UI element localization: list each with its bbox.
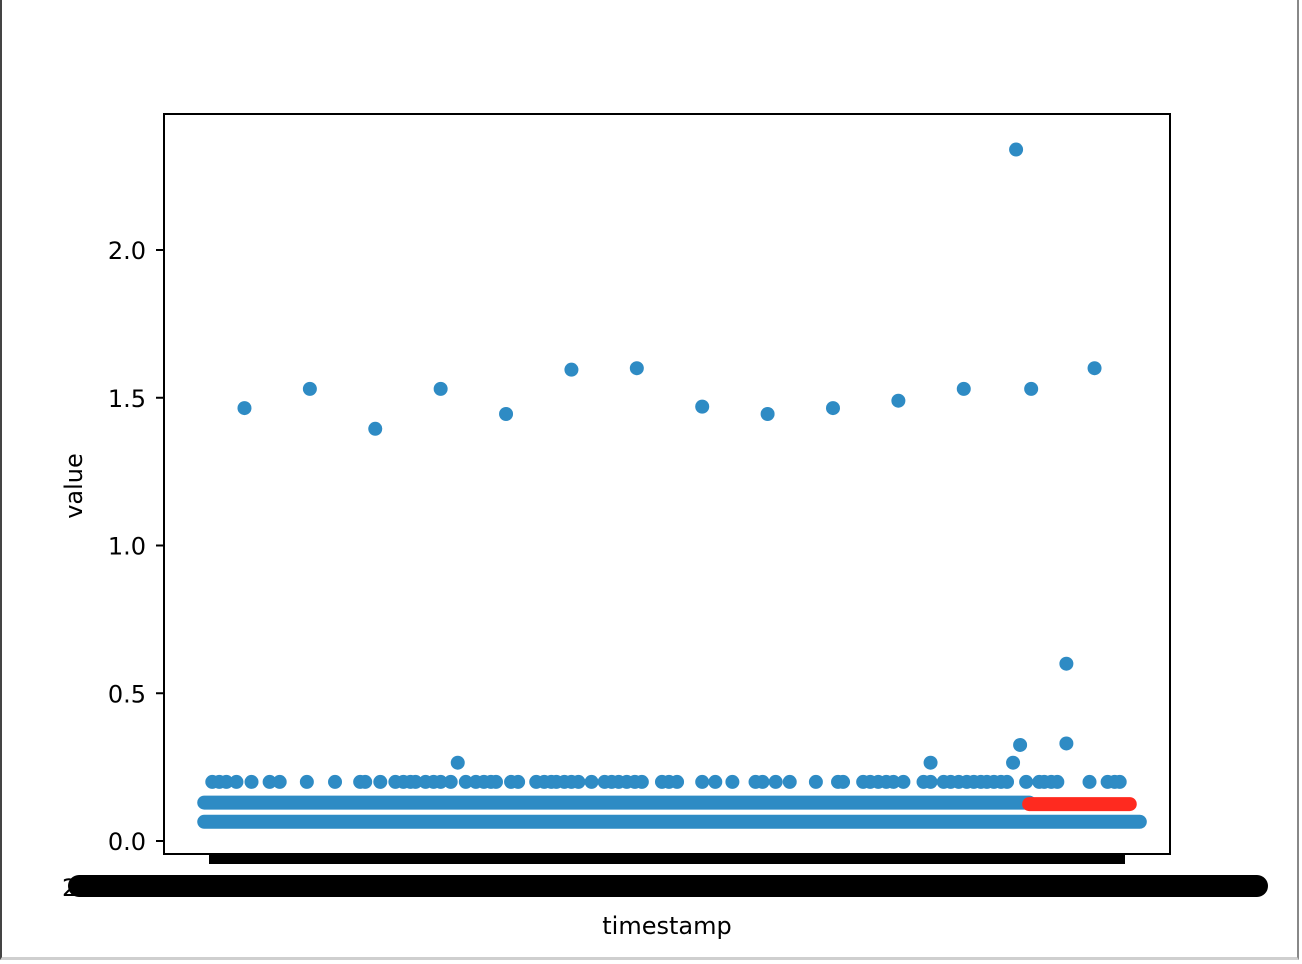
data-point bbox=[891, 393, 906, 408]
data-point bbox=[1087, 361, 1102, 376]
data-point bbox=[670, 774, 685, 789]
data-point bbox=[1009, 142, 1024, 157]
data-point bbox=[695, 399, 710, 414]
data-point bbox=[511, 774, 526, 789]
data-point bbox=[408, 774, 423, 789]
data-point bbox=[629, 361, 644, 376]
normal-band bbox=[197, 814, 1147, 829]
data-point bbox=[695, 774, 710, 789]
data-point bbox=[896, 774, 911, 789]
data-point bbox=[1006, 755, 1021, 770]
data-point bbox=[634, 774, 649, 789]
y-tick-label: 1.0 bbox=[108, 533, 146, 561]
y-axis-label: value bbox=[60, 453, 88, 519]
data-point bbox=[760, 407, 775, 422]
y-tick-label: 1.5 bbox=[108, 385, 146, 413]
data-point bbox=[1019, 774, 1034, 789]
y-tick-label: 0.5 bbox=[108, 680, 146, 708]
data-point bbox=[782, 774, 797, 789]
data-point bbox=[923, 755, 938, 770]
y-axis: 0.0 0.5 1.0 1.5 2.0 bbox=[108, 237, 164, 856]
data-point bbox=[499, 407, 514, 422]
x-tick-labels-band: 2 bbox=[62, 874, 1268, 902]
data-point bbox=[1112, 774, 1127, 789]
data-point bbox=[237, 401, 252, 416]
data-point bbox=[808, 774, 823, 789]
data-point bbox=[262, 774, 277, 789]
data-point bbox=[368, 421, 383, 436]
data-point bbox=[768, 774, 783, 789]
data-point bbox=[450, 755, 465, 770]
data-point bbox=[244, 774, 259, 789]
data-point bbox=[1013, 737, 1028, 752]
data-point bbox=[1059, 656, 1074, 671]
normal-band bbox=[197, 795, 1037, 810]
data-point bbox=[373, 774, 388, 789]
data-point bbox=[433, 774, 448, 789]
data-point bbox=[1024, 381, 1039, 396]
svg-text:2: 2 bbox=[62, 874, 77, 902]
anomaly-band bbox=[1022, 797, 1137, 812]
data-point bbox=[219, 774, 234, 789]
data-point bbox=[302, 381, 317, 396]
scatter-points-layer bbox=[205, 142, 1127, 789]
data-point bbox=[433, 381, 448, 396]
data-point bbox=[229, 774, 244, 789]
x-axis-label: timestamp bbox=[602, 912, 731, 940]
data-point bbox=[584, 774, 599, 789]
data-point bbox=[836, 774, 851, 789]
y-tick-label: 2.0 bbox=[108, 237, 146, 265]
data-point bbox=[708, 774, 723, 789]
data-point bbox=[755, 774, 770, 789]
data-point bbox=[328, 774, 343, 789]
y-tick-label: 0.0 bbox=[108, 828, 146, 856]
dense-band-layer bbox=[197, 795, 1147, 829]
data-point bbox=[923, 774, 938, 789]
data-point bbox=[1050, 774, 1065, 789]
data-point bbox=[1059, 736, 1074, 751]
data-point bbox=[886, 774, 901, 789]
x-tick-marks-band bbox=[209, 854, 1125, 864]
data-point bbox=[725, 774, 740, 789]
data-point bbox=[458, 774, 473, 789]
data-point bbox=[272, 774, 287, 789]
data-point bbox=[443, 774, 458, 789]
data-point bbox=[1082, 774, 1097, 789]
data-point bbox=[358, 774, 373, 789]
data-point bbox=[299, 774, 314, 789]
data-point bbox=[956, 381, 971, 396]
data-point bbox=[564, 362, 579, 377]
data-point bbox=[825, 401, 840, 416]
data-point bbox=[571, 774, 586, 789]
data-point bbox=[1000, 774, 1015, 789]
data-point bbox=[488, 774, 503, 789]
